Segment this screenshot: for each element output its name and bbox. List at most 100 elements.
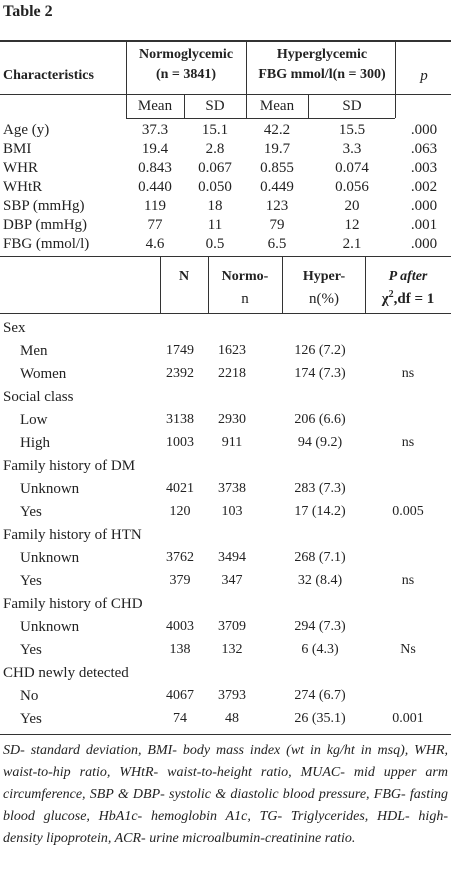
cell: 0.449 (260, 179, 294, 195)
cell: 283 (7.3) (294, 481, 346, 496)
cell: 4.6 (145, 236, 165, 252)
rule (0, 94, 451, 95)
cell: 0.843 (138, 160, 172, 176)
cell: .000 (410, 198, 438, 214)
cell: 2392 (166, 366, 194, 381)
cell: 0.005 (392, 504, 424, 519)
row-label: BMI (3, 141, 32, 157)
row-label: Low (20, 412, 48, 428)
cell: 94 (9.2) (297, 435, 343, 450)
column-header: Normoglycemic (138, 47, 234, 62)
cell: 79 (269, 217, 285, 233)
cell: 132 (221, 642, 243, 657)
cell: 119 (144, 198, 166, 214)
rule (0, 40, 451, 42)
cell: 0.855 (260, 160, 294, 176)
cell: .000 (410, 122, 438, 138)
cell: 0.001 (392, 711, 424, 726)
rule (0, 256, 451, 257)
row-label: Yes (20, 573, 42, 589)
cell: 74 (173, 711, 187, 726)
rule (160, 256, 161, 313)
cell: 1749 (166, 343, 194, 358)
column-header: N (178, 269, 190, 284)
cell: 42.2 (263, 122, 291, 138)
cell: 911 (221, 435, 243, 450)
cell: 15.5 (338, 122, 366, 138)
cell: 4021 (166, 481, 194, 496)
cell: 0.074 (335, 160, 369, 176)
column-header: n(%) (309, 291, 339, 307)
superscript: 2 (388, 289, 394, 300)
row-label: Yes (20, 504, 42, 520)
cell: 3738 (218, 481, 246, 496)
group-label: Family history of DM (3, 458, 136, 474)
cell: 12 (344, 217, 360, 233)
chi-symbol: χ (381, 291, 389, 307)
cell: 4003 (166, 619, 194, 634)
column-header: P after (388, 269, 428, 284)
row-label: Yes (20, 711, 42, 727)
row-label: DBP (mmHg) (3, 217, 88, 233)
rule (308, 94, 309, 118)
row-label: Men (20, 343, 48, 359)
cell: 3138 (166, 412, 194, 427)
cell: .002 (410, 179, 438, 195)
cell: 17 (14.2) (294, 504, 346, 519)
cell: .001 (410, 217, 438, 233)
cell: 379 (169, 573, 191, 588)
row-label: WHtR (3, 179, 43, 195)
cell: 3762 (166, 550, 194, 565)
sub-header: Mean (259, 98, 295, 114)
cell: 4067 (166, 688, 194, 703)
footnote: SD- standard deviation, BMI- body mass i… (3, 743, 448, 846)
cell: 1003 (166, 435, 194, 450)
rule (365, 256, 366, 313)
cell: Ns (400, 642, 416, 657)
cell: 0.440 (138, 179, 172, 195)
row-label: FBG (mmol/l) (3, 236, 90, 252)
cell: 2930 (218, 412, 246, 427)
cell: 37.3 (141, 122, 169, 138)
chi-rest: ,df = 1 (393, 291, 435, 307)
column-header: (n = 3841) (155, 67, 217, 82)
cell: 3.3 (342, 141, 362, 157)
group-label: Family history of HTN (3, 527, 142, 543)
column-header: n (241, 291, 249, 307)
row-label: WHR (3, 160, 38, 176)
cell: 103 (221, 504, 243, 519)
cell: 6 (4.3) (301, 642, 339, 657)
cell: 2218 (218, 366, 246, 381)
rule (184, 94, 185, 118)
cell: 77 (147, 217, 163, 233)
group-label: CHD newly detected (3, 665, 129, 681)
rule (246, 42, 247, 118)
cell: 20 (344, 198, 360, 214)
sub-header: SD (205, 98, 225, 114)
cell: 206 (6.6) (294, 412, 346, 427)
row-label: Yes (20, 642, 42, 658)
column-header: Normo- (221, 269, 269, 284)
column-header: Hyper- (302, 269, 346, 284)
cell: 0.056 (335, 179, 369, 195)
sub-header: SD (342, 98, 362, 114)
column-header: p (420, 68, 428, 84)
cell: 1623 (218, 343, 246, 358)
cell: 123 (265, 198, 289, 214)
cell: 32 (8.4) (297, 573, 343, 588)
cell: 19.4 (141, 141, 169, 157)
cell: 18 (207, 198, 223, 214)
cell: 174 (7.3) (294, 366, 346, 381)
row-label: Unknown (20, 481, 80, 497)
column-header: FBG mmol/l(n = 300) (258, 67, 386, 82)
table-title: Table 2 (3, 3, 53, 20)
cell: 274 (6.7) (294, 688, 346, 703)
sub-header: Mean (137, 98, 173, 114)
cell: ns (401, 366, 415, 381)
row-label: Women (20, 366, 67, 382)
row-label: High (20, 435, 50, 451)
cell: 19.7 (263, 141, 291, 157)
cell: ns (401, 573, 415, 588)
cell: 15.1 (201, 122, 229, 138)
